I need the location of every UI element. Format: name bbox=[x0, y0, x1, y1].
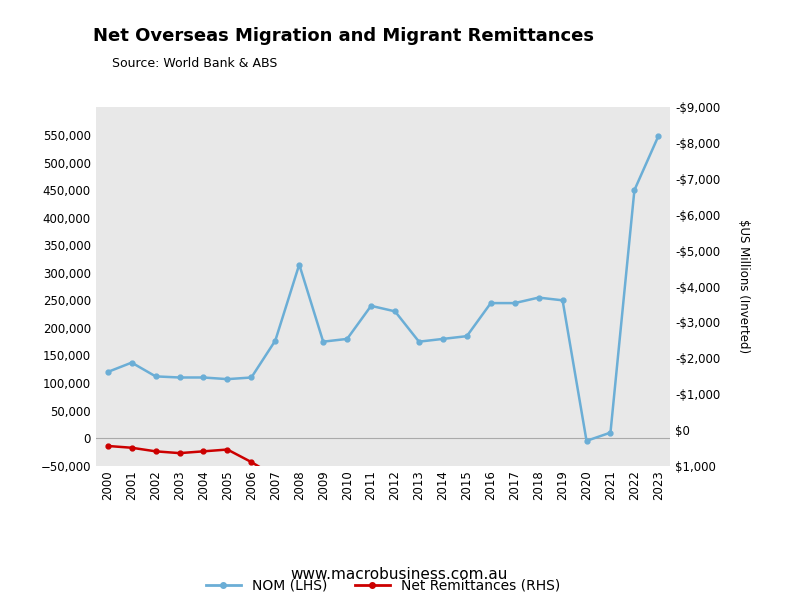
Text: Net Overseas Migration and Migrant Remittances: Net Overseas Migration and Migrant Remit… bbox=[93, 27, 594, 45]
Text: BUSINESS: BUSINESS bbox=[642, 50, 735, 68]
Y-axis label: $US Millions (Inverted): $US Millions (Inverted) bbox=[737, 220, 750, 353]
Legend: NOM (LHS), Net Remittances (RHS): NOM (LHS), Net Remittances (RHS) bbox=[200, 573, 566, 597]
Text: MACRO: MACRO bbox=[654, 23, 722, 41]
Text: www.macrobusiness.com.au: www.macrobusiness.com.au bbox=[290, 567, 508, 582]
Text: Source: World Bank & ABS: Source: World Bank & ABS bbox=[112, 57, 277, 70]
